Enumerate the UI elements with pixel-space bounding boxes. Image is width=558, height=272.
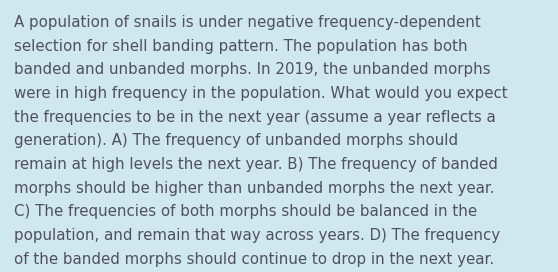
Text: of the banded morphs should continue to drop in the next year.: of the banded morphs should continue to … bbox=[14, 252, 494, 267]
Text: were in high frequency in the population. What would you expect: were in high frequency in the population… bbox=[14, 86, 508, 101]
Text: remain at high levels the next year. B) The frequency of banded: remain at high levels the next year. B) … bbox=[14, 157, 498, 172]
Text: selection for shell banding pattern. The population has both: selection for shell banding pattern. The… bbox=[14, 39, 468, 54]
Text: banded and unbanded morphs. In 2019, the unbanded morphs: banded and unbanded morphs. In 2019, the… bbox=[14, 62, 490, 77]
Text: C) The frequencies of both morphs should be balanced in the: C) The frequencies of both morphs should… bbox=[14, 204, 477, 219]
Text: morphs should be higher than unbanded morphs the next year.: morphs should be higher than unbanded mo… bbox=[14, 181, 494, 196]
Text: generation). A) The frequency of unbanded morphs should: generation). A) The frequency of unbande… bbox=[14, 133, 458, 148]
Text: the frequencies to be in the next year (assume a year reflects a: the frequencies to be in the next year (… bbox=[14, 110, 496, 125]
Text: A population of snails is under negative frequency-dependent: A population of snails is under negative… bbox=[14, 15, 480, 30]
Text: population, and remain that way across years. D) The frequency: population, and remain that way across y… bbox=[14, 228, 500, 243]
